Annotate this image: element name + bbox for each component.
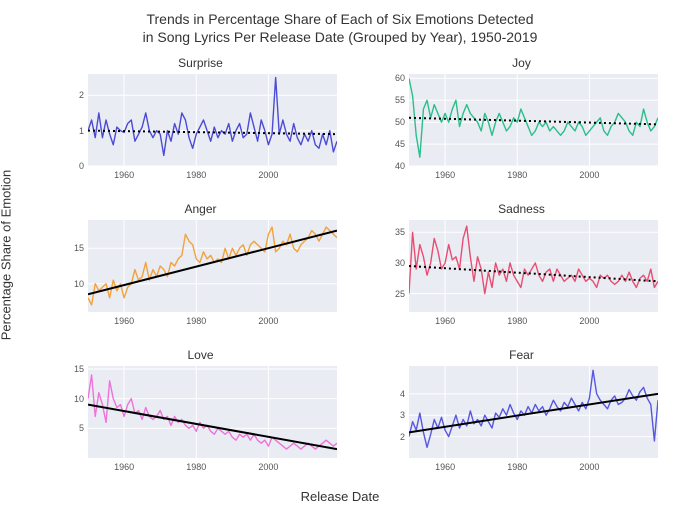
figure: Trends in Percentage Share of Each of Si…	[0, 0, 680, 510]
panel-love: Love 1960 1980 2000 5 10 15	[60, 350, 341, 474]
y-ticks: 2 3 4	[381, 366, 407, 458]
panel-title: Joy	[381, 56, 662, 70]
x-ticks: 1960 1980 2000	[409, 314, 658, 328]
title-line-1: Trends in Percentage Share of Each of Si…	[146, 11, 533, 27]
x-tick-label: 2000	[258, 170, 278, 180]
x-tick-label: 2000	[258, 462, 278, 472]
panel-fear: Fear 1960 1980 2000 2 3 4	[381, 350, 662, 474]
x-tick-label: 1980	[507, 462, 527, 472]
y-tick-label: 10	[74, 394, 84, 404]
y-tick-label: 15	[74, 364, 84, 374]
panel-title: Surprise	[60, 56, 341, 70]
panel-grid: Surprise 1960 1980 2000 0 1 2 Joy 1960 1980 2000 40…	[60, 58, 662, 474]
x-tick-label: 1960	[435, 170, 455, 180]
x-tick-label: 1980	[507, 170, 527, 180]
plot-area	[88, 220, 337, 312]
y-tick-label: 55	[395, 95, 405, 105]
x-ticks: 1960 1980 2000	[409, 168, 658, 182]
x-ticks: 1960 1980 2000	[88, 460, 337, 474]
y-ticks: 10 15	[60, 220, 86, 312]
plot-area	[409, 366, 658, 458]
y-tick-label: 3	[400, 410, 405, 420]
y-tick-label: 10	[74, 279, 84, 289]
x-tick-label: 2000	[579, 170, 599, 180]
y-tick-label: 15	[74, 243, 84, 253]
plot-area	[409, 74, 658, 166]
x-ticks: 1960 1980 2000	[88, 314, 337, 328]
y-axis-label: Percentage Share of Emotion	[0, 170, 14, 341]
y-ticks: 5 10 15	[60, 366, 86, 458]
y-tick-label: 30	[395, 258, 405, 268]
x-tick-label: 1960	[114, 316, 134, 326]
x-ticks: 1960 1980 2000	[88, 168, 337, 182]
y-ticks: 25 30 35	[381, 220, 407, 312]
y-ticks: 4045505560	[381, 74, 407, 166]
y-tick-label: 1	[79, 126, 84, 136]
y-tick-label: 50	[395, 117, 405, 127]
panel-title: Fear	[381, 348, 662, 362]
x-tick-label: 2000	[579, 316, 599, 326]
plot-area	[88, 74, 337, 166]
y-tick-label: 35	[395, 227, 405, 237]
x-tick-label: 2000	[579, 462, 599, 472]
panel-title: Sadness	[381, 202, 662, 216]
panel-title: Anger	[60, 202, 341, 216]
y-tick-label: 45	[395, 139, 405, 149]
y-tick-label: 0	[79, 161, 84, 171]
y-tick-label: 5	[79, 423, 84, 433]
x-tick-label: 1960	[114, 170, 134, 180]
x-tick-label: 1980	[186, 316, 206, 326]
panel-title: Love	[60, 348, 341, 362]
x-tick-label: 2000	[258, 316, 278, 326]
x-tick-label: 1960	[435, 316, 455, 326]
y-tick-label: 40	[395, 161, 405, 171]
plot-area	[88, 366, 337, 458]
y-tick-label: 60	[395, 73, 405, 83]
y-tick-label: 2	[400, 432, 405, 442]
panel-surprise: Surprise 1960 1980 2000 0 1 2	[60, 58, 341, 182]
y-tick-label: 25	[395, 289, 405, 299]
title-line-2: in Song Lyrics Per Release Date (Grouped…	[143, 29, 538, 45]
y-tick-label: 2	[79, 90, 84, 100]
panel-sadness: Sadness 1960 1980 2000 25 30 35	[381, 204, 662, 328]
plot-area	[409, 220, 658, 312]
panel-anger: Anger 1960 1980 2000 10 15	[60, 204, 341, 328]
x-axis-label: Release Date	[0, 489, 680, 504]
y-tick-label: 4	[400, 389, 405, 399]
x-tick-label: 1980	[507, 316, 527, 326]
panel-joy: Joy 1960 1980 2000 40 45 50 55 60	[381, 58, 662, 182]
y-ticks: 012	[60, 74, 86, 166]
x-tick-label: 1980	[186, 462, 206, 472]
x-tick-label: 1960	[435, 462, 455, 472]
x-tick-label: 1980	[186, 170, 206, 180]
main-title: Trends in Percentage Share of Each of Si…	[0, 10, 680, 46]
x-ticks: 1960 1980 2000	[409, 460, 658, 474]
x-tick-label: 1960	[114, 462, 134, 472]
